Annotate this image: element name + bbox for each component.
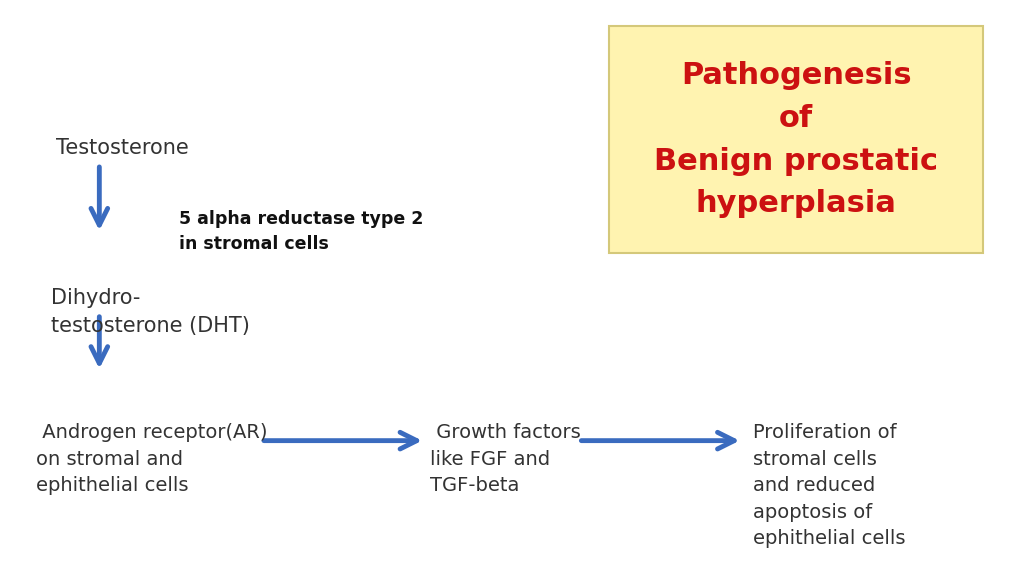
Text: Growth factors
like FGF and
TGF-beta: Growth factors like FGF and TGF-beta — [430, 423, 581, 495]
Text: Testosterone: Testosterone — [56, 138, 189, 158]
Text: 5 alpha reductase type 2
in stromal cells: 5 alpha reductase type 2 in stromal cell… — [179, 210, 424, 253]
FancyBboxPatch shape — [609, 26, 983, 253]
Text: Proliferation of
stromal cells
and reduced
apoptosis of
ephithelial cells: Proliferation of stromal cells and reduc… — [753, 423, 905, 548]
Text: Pathogenesis
of
Benign prostatic
hyperplasia: Pathogenesis of Benign prostatic hyperpl… — [654, 61, 938, 218]
Text: Androgen receptor(AR)
on stromal and
ephithelial cells: Androgen receptor(AR) on stromal and eph… — [36, 423, 267, 495]
Text: Dihydro-
testosterone (DHT): Dihydro- testosterone (DHT) — [51, 288, 250, 336]
